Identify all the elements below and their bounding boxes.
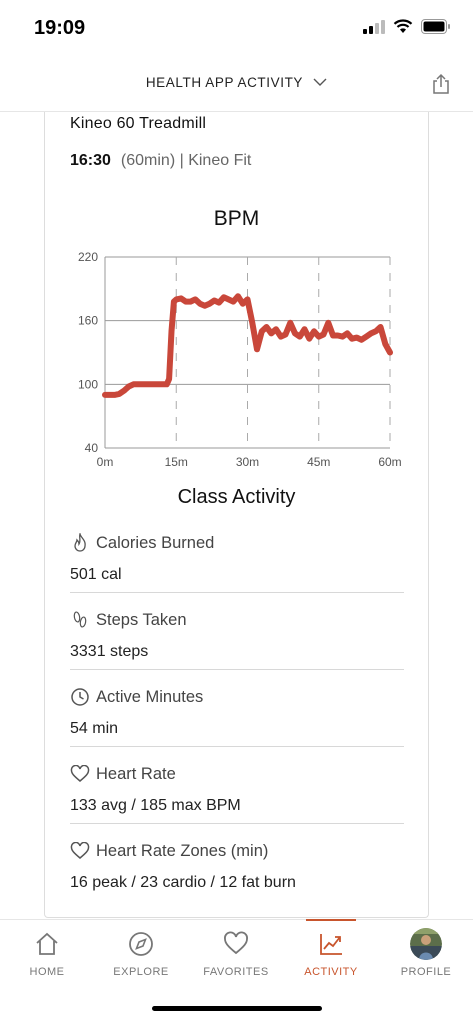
clock-icon [70, 687, 90, 707]
active-tab-indicator [306, 919, 356, 921]
x-tick-label: 60m [378, 455, 401, 469]
tab-home[interactable]: HOME [0, 920, 94, 990]
metric-value: 16 peak / 23 cardio / 12 fat burn [70, 874, 296, 891]
tab-label: PROFILE [400, 966, 452, 978]
tab-favorites[interactable]: FAVORITES [189, 920, 283, 990]
share-icon[interactable] [429, 72, 453, 96]
heart-icon [224, 931, 248, 955]
metric-value: 3331 steps [70, 643, 149, 660]
y-tick-label: 220 [78, 250, 98, 264]
class-time: 16:30 [70, 152, 111, 169]
metric-value: 501 cal [70, 566, 122, 583]
metric-label: Steps Taken [96, 610, 187, 629]
page-title: HEALTH APP ACTIVITY [145, 75, 303, 90]
x-tick-label: 0m [97, 455, 114, 469]
tab-activity[interactable]: ACTIVITY [284, 919, 378, 990]
metric-calories: Calories Burned 501 cal [70, 532, 404, 593]
chart-title: BPM [213, 207, 260, 230]
metric-label: Calories Burned [96, 533, 215, 552]
battery-icon [421, 19, 450, 34]
home-icon [36, 932, 58, 955]
y-tick-label: 40 [85, 441, 99, 455]
class-meta: 16:30 (60min) | Kineo Fit [70, 152, 251, 170]
activity-title: Class Activity [177, 486, 296, 508]
x-tick-label: 30m [236, 455, 259, 469]
class-name: Kineo 60 Treadmill [70, 115, 207, 132]
flame-icon [70, 533, 90, 553]
signal-icon [363, 19, 385, 34]
heart-icon [70, 841, 90, 861]
metric-active-minutes: Active Minutes 54 min [70, 686, 404, 747]
home-indicator [152, 1006, 322, 1011]
metric-value: 133 avg / 185 max BPM [70, 797, 241, 814]
avatar [410, 928, 442, 960]
metric-value: 54 min [70, 720, 119, 737]
class-card [44, 112, 429, 918]
heart-icon [70, 764, 90, 784]
x-tick-label: 45m [307, 455, 330, 469]
tab-label: FAVORITES [203, 966, 269, 978]
tab-label: HOME [29, 966, 65, 978]
status-icons [363, 19, 451, 34]
page-title-dropdown[interactable]: HEALTH APP ACTIVITY [0, 75, 473, 90]
tab-explore[interactable]: EXPLORE [94, 920, 188, 990]
chart-icon [320, 934, 342, 955]
compass-icon [129, 932, 153, 956]
wifi-icon [393, 19, 413, 33]
divider [70, 592, 404, 593]
metric-label: Active Minutes [96, 687, 204, 706]
metric-label: Heart Rate Zones (min) [96, 841, 269, 860]
divider [70, 746, 404, 747]
metric-heart-rate-zones: Heart Rate Zones (min) 16 peak / 23 card… [70, 840, 404, 892]
chevron-down-icon [313, 78, 327, 86]
status-time: 19:09 [34, 17, 86, 39]
bpm-series-line [102, 293, 393, 398]
y-tick-label: 100 [78, 377, 98, 391]
tab-label: EXPLORE [113, 966, 169, 978]
y-tick-label: 160 [78, 314, 98, 328]
tab-bar: HOME EXPLORE FAVORITES ACTIVITY [0, 919, 473, 1024]
header: HEALTH APP ACTIVITY [0, 56, 473, 112]
metric-steps: Steps Taken 3331 steps [70, 609, 404, 670]
status-bar: 19:09 [0, 0, 473, 56]
footprints-icon [70, 610, 90, 630]
tab-label: ACTIVITY [304, 966, 358, 978]
x-tick-label: 15m [165, 455, 188, 469]
divider [70, 669, 404, 670]
class-details: (60min) | Kineo Fit [120, 152, 252, 169]
tab-profile[interactable]: PROFILE [379, 920, 473, 990]
metric-label: Heart Rate [96, 764, 176, 783]
bpm-chart: 40 100 160 220 0m 15m 30m 45m 60m [78, 250, 402, 469]
metric-heart-rate: Heart Rate 133 avg / 185 max BPM [70, 763, 404, 824]
divider [70, 823, 404, 824]
